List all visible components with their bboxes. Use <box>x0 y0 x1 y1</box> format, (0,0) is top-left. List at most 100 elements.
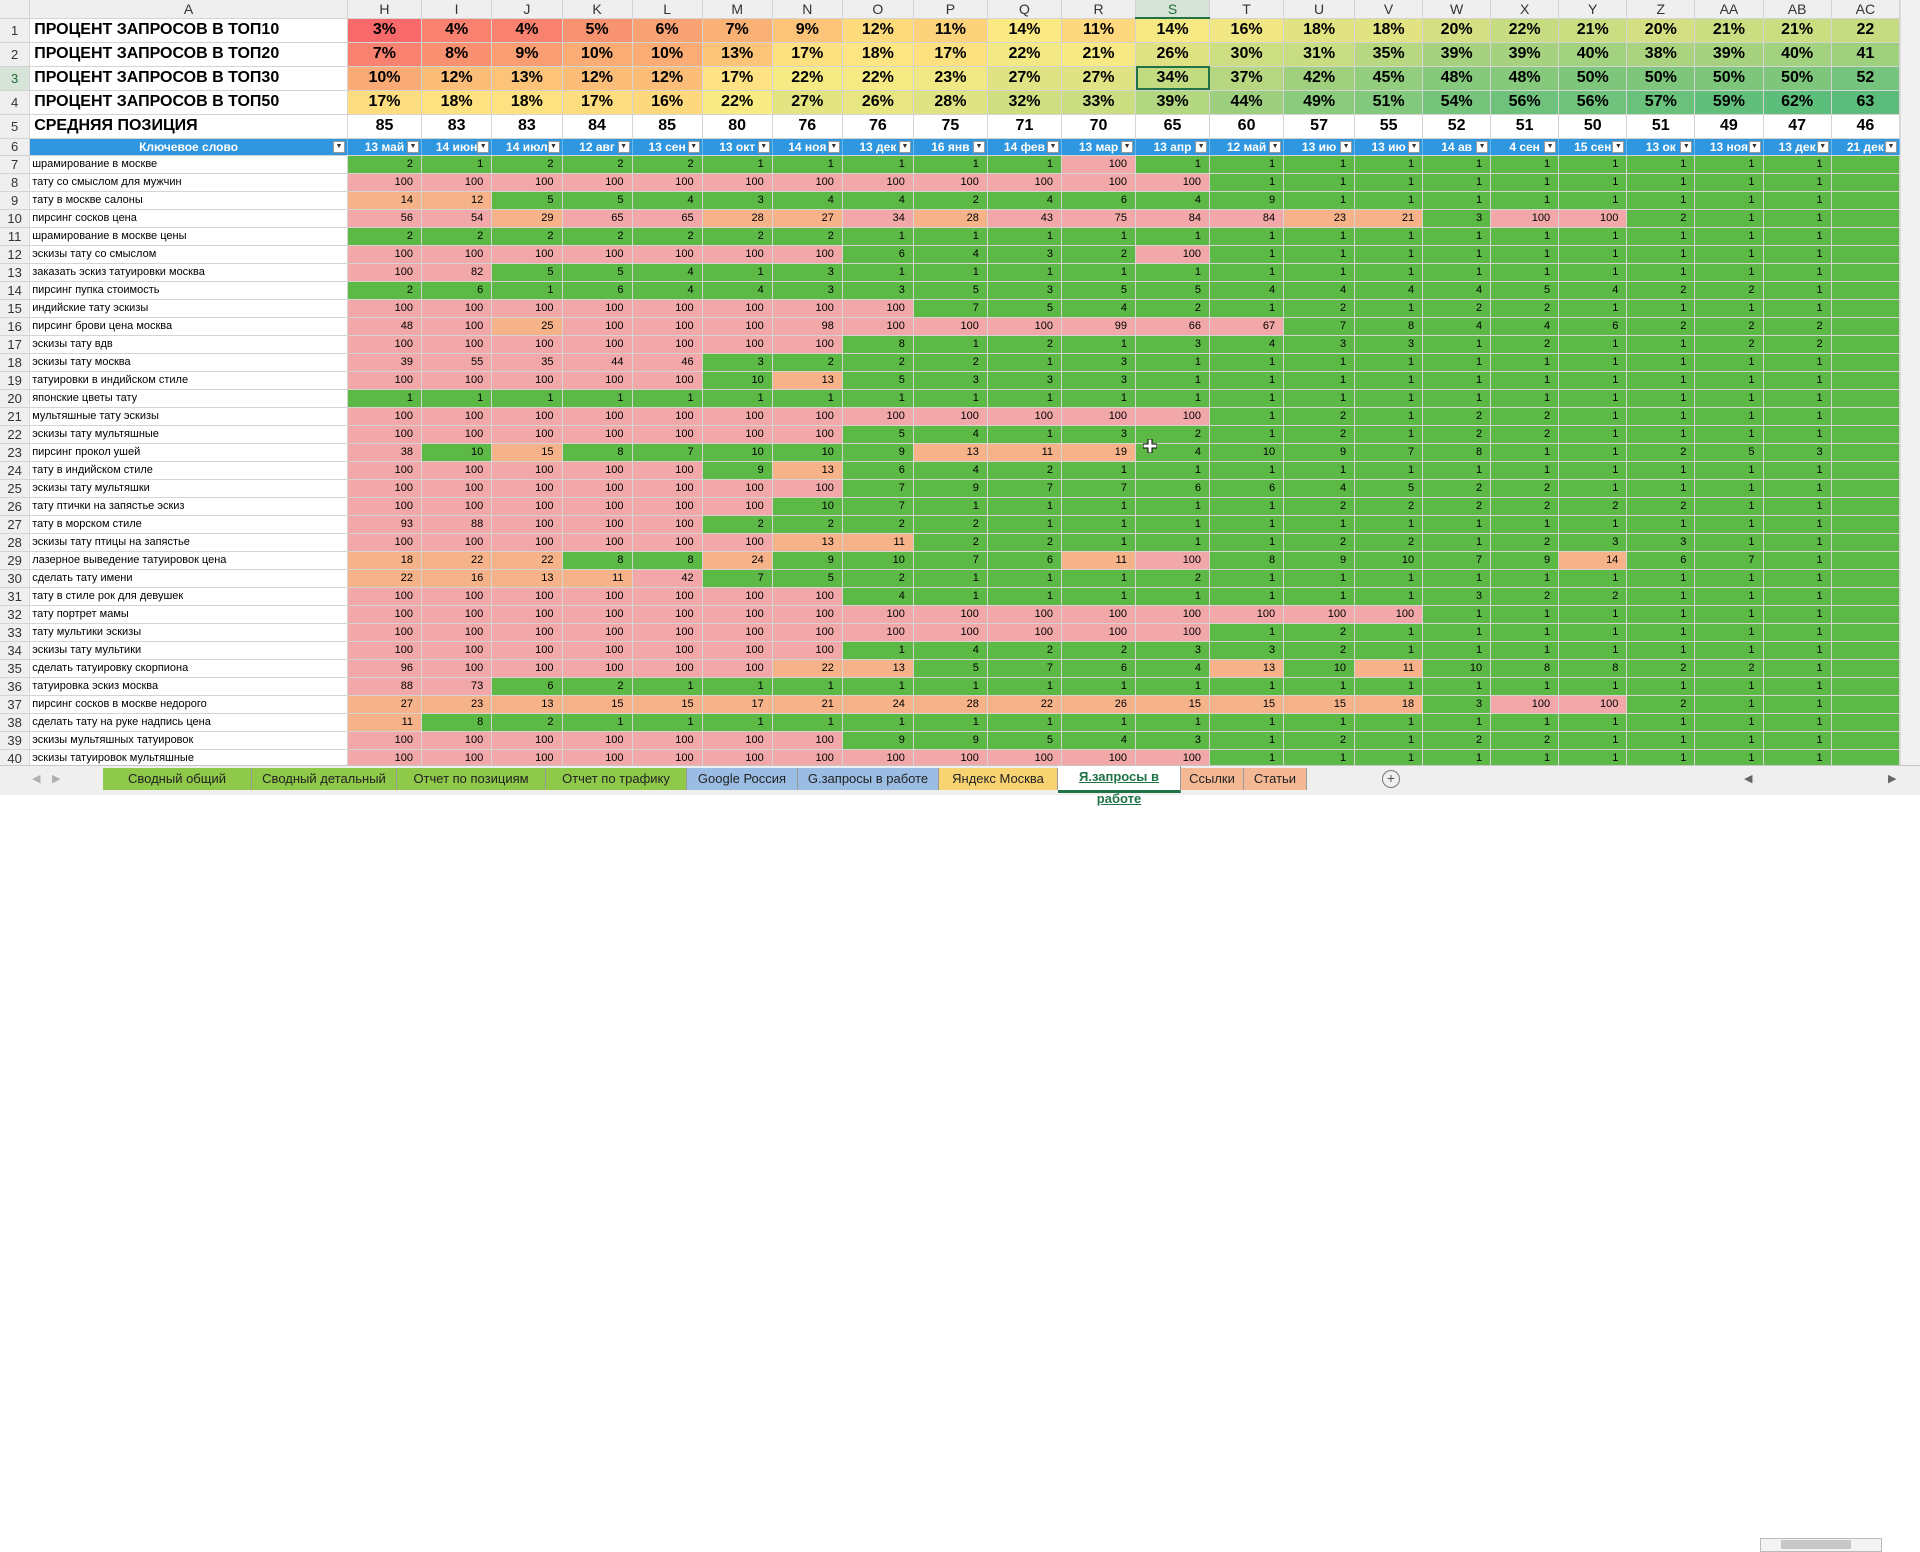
position-cell[interactable]: 1 <box>1354 461 1424 480</box>
summary-cell[interactable]: 41 <box>1831 42 1900 67</box>
summary-cell[interactable]: 32% <box>987 90 1063 115</box>
position-cell[interactable] <box>1831 245 1900 264</box>
position-cell[interactable]: 1 <box>1422 623 1492 642</box>
position-cell[interactable]: 1 <box>421 389 493 408</box>
position-cell[interactable]: 13 <box>491 569 563 588</box>
position-cell[interactable]: 4 <box>632 281 703 300</box>
position-cell[interactable]: 1 <box>1626 569 1696 588</box>
summary-cell[interactable]: 65 <box>1135 114 1211 139</box>
position-cell[interactable]: 100 <box>347 497 423 516</box>
row-header[interactable]: 26 <box>0 497 31 516</box>
position-cell[interactable]: 100 <box>421 479 493 498</box>
position-cell[interactable]: 1 <box>987 587 1063 606</box>
tab-prev-icon[interactable]: ◀ <box>32 773 41 785</box>
position-cell[interactable]: 3 <box>1135 641 1211 660</box>
position-cell[interactable]: 1 <box>1354 173 1424 192</box>
position-cell[interactable]: 10 <box>1283 659 1356 678</box>
position-cell[interactable]: 1 <box>1283 461 1356 480</box>
position-cell[interactable]: 1 <box>1763 569 1832 588</box>
column-header-W[interactable]: W <box>1422 0 1492 19</box>
position-cell[interactable]: 1 <box>491 389 563 408</box>
position-cell[interactable]: 9 <box>702 461 773 480</box>
position-cell[interactable] <box>1831 695 1900 714</box>
summary-cell[interactable]: 39% <box>1422 42 1492 67</box>
position-cell[interactable]: 22 <box>491 551 563 570</box>
position-cell[interactable] <box>1831 407 1900 426</box>
position-cell[interactable] <box>1831 515 1900 534</box>
position-cell[interactable]: 100 <box>562 749 633 765</box>
position-cell[interactable]: 1 <box>1558 479 1628 498</box>
position-cell[interactable]: 2 <box>842 515 914 534</box>
position-cell[interactable]: 4 <box>913 461 988 480</box>
position-cell[interactable]: 24 <box>842 695 914 714</box>
position-cell[interactable]: 100 <box>702 407 773 426</box>
position-cell[interactable]: 1 <box>913 227 988 246</box>
position-cell[interactable]: 6 <box>421 281 493 300</box>
position-cell[interactable]: 1 <box>1209 731 1285 750</box>
position-cell[interactable]: 2 <box>987 641 1063 660</box>
position-cell[interactable]: 2 <box>562 677 633 696</box>
summary-cell[interactable]: 8% <box>421 42 493 67</box>
position-cell[interactable]: 100 <box>421 407 493 426</box>
column-header-AA[interactable]: AA <box>1694 0 1764 19</box>
position-cell[interactable]: 1 <box>1283 227 1356 246</box>
position-cell[interactable]: 1 <box>1694 695 1764 714</box>
position-cell[interactable]: 1 <box>1694 209 1764 228</box>
summary-cell[interactable]: 26% <box>1135 42 1211 67</box>
keyword-cell[interactable]: тату портрет мамы <box>29 605 348 624</box>
summary-cell[interactable]: 20% <box>1626 18 1696 43</box>
summary-cell[interactable]: 35% <box>1354 42 1424 67</box>
position-cell[interactable]: 1 <box>1354 623 1424 642</box>
horizontal-scrollbar[interactable] <box>1760 1538 1882 1552</box>
position-cell[interactable]: 1 <box>1283 677 1356 696</box>
position-cell[interactable]: 1 <box>842 677 914 696</box>
row-header[interactable]: 25 <box>0 479 31 498</box>
position-cell[interactable]: 1 <box>1490 263 1560 282</box>
position-cell[interactable]: 4 <box>632 263 703 282</box>
position-cell[interactable] <box>1831 623 1900 642</box>
row-header[interactable]: 20 <box>0 389 31 408</box>
position-cell[interactable]: 1 <box>1283 353 1356 372</box>
date-column-header[interactable]: 13 дек ▼ <box>1763 138 1832 156</box>
position-cell[interactable]: 5 <box>1694 443 1764 462</box>
position-cell[interactable]: 9 <box>913 731 988 750</box>
position-cell[interactable]: 1 <box>1626 263 1696 282</box>
position-cell[interactable]: 10 <box>842 551 914 570</box>
position-cell[interactable]: 100 <box>347 371 423 390</box>
position-cell[interactable]: 25 <box>491 317 563 336</box>
position-cell[interactable]: 6 <box>1061 659 1137 678</box>
position-cell[interactable]: 75 <box>1061 209 1137 228</box>
position-cell[interactable]: 1 <box>1135 227 1211 246</box>
position-cell[interactable]: 3 <box>1422 587 1492 606</box>
position-cell[interactable]: 100 <box>562 407 633 426</box>
position-cell[interactable]: 2 <box>1422 299 1492 318</box>
position-cell[interactable]: 5 <box>913 281 988 300</box>
position-cell[interactable]: 1 <box>1626 353 1696 372</box>
position-cell[interactable]: 1 <box>1763 641 1832 660</box>
position-cell[interactable]: 1 <box>1763 551 1832 570</box>
position-cell[interactable]: 100 <box>347 245 423 264</box>
position-cell[interactable]: 1 <box>1763 587 1832 606</box>
keyword-cell[interactable]: пирсинг пупка стоимость <box>29 281 348 300</box>
position-cell[interactable]: 1 <box>1558 749 1628 765</box>
position-cell[interactable]: 7 <box>1354 443 1424 462</box>
row-header[interactable]: 2 <box>0 42 31 67</box>
position-cell[interactable]: 1 <box>1354 299 1424 318</box>
summary-cell[interactable]: 50% <box>1694 66 1764 91</box>
summary-cell[interactable]: 33% <box>1061 90 1137 115</box>
position-cell[interactable]: 10 <box>1209 443 1285 462</box>
position-cell[interactable]: 1 <box>1558 263 1628 282</box>
position-cell[interactable]: 15 <box>1135 695 1211 714</box>
summary-cell[interactable]: 23% <box>913 66 988 91</box>
position-cell[interactable]: 2 <box>347 155 423 174</box>
row-header[interactable]: 18 <box>0 353 31 372</box>
filter-dropdown-icon[interactable]: ▼ <box>547 140 560 153</box>
position-cell[interactable]: 100 <box>987 749 1063 765</box>
position-cell[interactable]: 1 <box>913 497 988 516</box>
summary-cell[interactable]: 39% <box>1694 42 1764 67</box>
position-cell[interactable]: 2 <box>1626 281 1696 300</box>
position-cell[interactable]: 2 <box>1558 587 1628 606</box>
position-cell[interactable]: 100 <box>632 515 703 534</box>
date-column-header[interactable]: 13 ноя ▼ <box>1694 138 1764 156</box>
position-cell[interactable] <box>1831 335 1900 354</box>
